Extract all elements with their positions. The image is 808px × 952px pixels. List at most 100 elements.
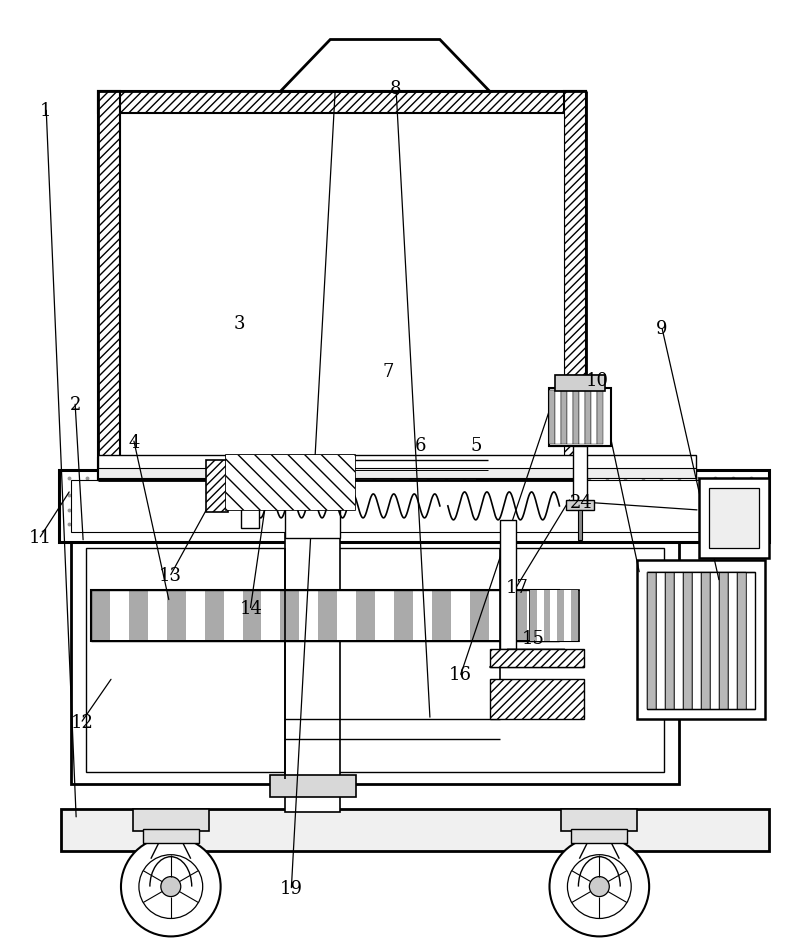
Text: 5: 5: [471, 437, 482, 455]
Bar: [186, 590, 204, 641]
Bar: [699, 478, 768, 558]
Circle shape: [121, 837, 221, 937]
Bar: [120, 113, 565, 458]
Bar: [571, 829, 627, 843]
Text: 4: 4: [128, 434, 140, 452]
Bar: [549, 388, 612, 446]
Bar: [204, 590, 224, 641]
Bar: [591, 390, 597, 445]
Text: 3: 3: [234, 315, 245, 333]
Bar: [143, 829, 199, 843]
Bar: [529, 589, 579, 642]
Bar: [507, 590, 527, 641]
Bar: [701, 571, 710, 709]
Bar: [262, 590, 280, 641]
Bar: [432, 590, 451, 641]
Bar: [638, 560, 764, 719]
Bar: [451, 590, 469, 641]
Bar: [98, 458, 347, 480]
Text: 2: 2: [69, 396, 81, 414]
Bar: [574, 390, 579, 445]
Bar: [477, 458, 587, 480]
Bar: [562, 809, 638, 831]
Bar: [394, 590, 413, 641]
Bar: [91, 589, 559, 642]
Bar: [558, 589, 565, 642]
Bar: [567, 390, 574, 445]
Bar: [728, 571, 737, 709]
Bar: [719, 571, 728, 709]
Text: 17: 17: [505, 579, 528, 597]
Bar: [571, 589, 579, 642]
Bar: [133, 809, 208, 831]
Bar: [656, 571, 665, 709]
Bar: [647, 571, 755, 709]
Bar: [166, 590, 186, 641]
Bar: [665, 571, 674, 709]
Bar: [285, 460, 340, 538]
Bar: [71, 480, 757, 532]
Bar: [375, 590, 394, 641]
Text: 9: 9: [656, 320, 667, 338]
Bar: [59, 470, 768, 542]
Text: 13: 13: [159, 566, 182, 585]
Bar: [585, 390, 591, 445]
Bar: [709, 488, 759, 547]
Bar: [242, 590, 262, 641]
Text: 10: 10: [586, 372, 608, 390]
Bar: [469, 590, 489, 641]
Bar: [71, 535, 679, 783]
Text: 8: 8: [390, 80, 402, 98]
Polygon shape: [490, 649, 584, 667]
Bar: [61, 809, 768, 851]
Bar: [562, 390, 567, 445]
Text: 24: 24: [570, 493, 592, 511]
Text: 19: 19: [280, 880, 303, 898]
Bar: [206, 460, 228, 512]
Text: 14: 14: [239, 600, 263, 618]
Bar: [565, 91, 587, 480]
Bar: [683, 571, 692, 709]
Bar: [299, 590, 318, 641]
Bar: [537, 589, 544, 642]
Circle shape: [567, 855, 631, 919]
Bar: [98, 91, 120, 480]
Bar: [566, 500, 595, 510]
Bar: [549, 390, 555, 445]
Bar: [692, 571, 701, 709]
Circle shape: [549, 837, 649, 937]
Bar: [489, 590, 507, 641]
Circle shape: [589, 877, 609, 897]
Bar: [527, 590, 545, 641]
Bar: [529, 589, 537, 642]
Bar: [490, 680, 584, 719]
Bar: [579, 390, 585, 445]
Polygon shape: [280, 39, 490, 91]
Text: 15: 15: [521, 630, 545, 648]
Bar: [241, 484, 259, 527]
Bar: [285, 488, 340, 812]
Text: 16: 16: [449, 666, 472, 684]
Bar: [356, 590, 375, 641]
Bar: [499, 520, 516, 649]
Bar: [225, 455, 356, 510]
Bar: [280, 590, 299, 641]
Text: 7: 7: [382, 363, 393, 381]
Bar: [318, 590, 337, 641]
Bar: [98, 455, 696, 475]
Bar: [544, 589, 550, 642]
Bar: [86, 547, 664, 772]
Bar: [98, 91, 587, 113]
Bar: [647, 571, 656, 709]
Bar: [490, 649, 584, 667]
Circle shape: [139, 855, 203, 919]
Bar: [565, 589, 571, 642]
Bar: [579, 510, 583, 540]
Bar: [110, 590, 129, 641]
Bar: [597, 390, 604, 445]
Bar: [737, 571, 746, 709]
Circle shape: [161, 877, 181, 897]
Text: 12: 12: [70, 714, 94, 732]
Bar: [550, 589, 558, 642]
Bar: [555, 390, 562, 445]
